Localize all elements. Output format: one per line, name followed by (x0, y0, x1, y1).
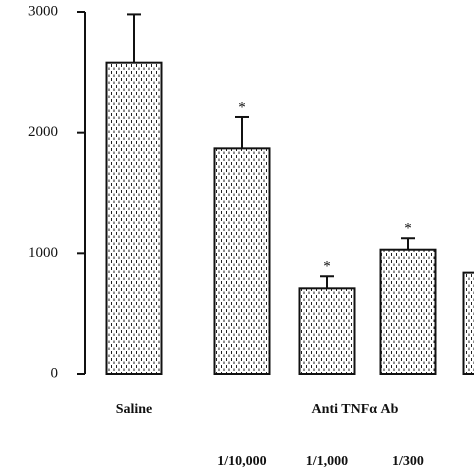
y-tick-label: 1000 (28, 245, 58, 261)
significance-mark: * (404, 221, 412, 237)
group-label: Anti TNFα Ab (312, 402, 399, 417)
y-tick-label: 2000 (28, 124, 58, 140)
significance-mark: * (238, 99, 246, 115)
bar (298, 287, 356, 375)
significance-mark: * (323, 259, 331, 275)
bar (462, 271, 474, 376)
x-tick-label: 1/1,000 (306, 454, 348, 469)
bar (105, 61, 163, 376)
bar (379, 248, 437, 375)
x-tick-label: Saline (116, 402, 153, 417)
x-tick-label: 1/300 (392, 454, 424, 469)
bar (213, 147, 271, 375)
y-tick-label: 0 (51, 365, 59, 381)
y-tick-label: 3000 (28, 3, 58, 19)
x-tick-label: 1/10,000 (217, 454, 266, 469)
